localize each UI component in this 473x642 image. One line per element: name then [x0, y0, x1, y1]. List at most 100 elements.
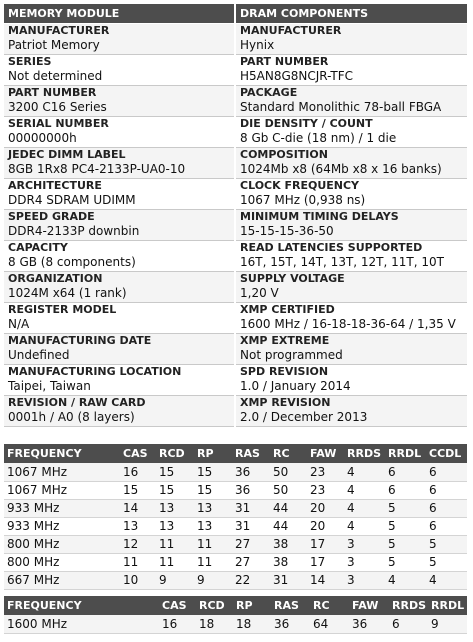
column-header: RC — [310, 596, 349, 615]
column-header: RC — [270, 444, 307, 463]
table-row: 933 MHz 14 13 13 31 44 20 4 5 6 — [4, 499, 467, 518]
table-cell: 13 — [156, 517, 194, 536]
table-cell: 4 — [426, 571, 467, 590]
spec-value: 15-15-15-36-50 — [240, 224, 334, 238]
spec-field: PACKAGE Standard Monolithic 78-ball FBGA — [236, 86, 467, 117]
column-header: RRDS — [344, 444, 385, 463]
table-cell: 4 — [344, 463, 385, 482]
table-cell: 36 — [349, 615, 389, 634]
table-cell: 6 — [426, 517, 467, 536]
table-cell: 4 — [344, 517, 385, 536]
table-cell: 44 — [270, 499, 307, 518]
table-cell: 22 — [232, 571, 270, 590]
column-header: FAW — [349, 596, 389, 615]
table-cell: 31 — [232, 499, 270, 518]
table-cell: 800 MHz — [4, 535, 120, 554]
table-cell: 933 MHz — [4, 499, 120, 518]
spec-field: SERIAL NUMBER 00000000h — [4, 117, 234, 148]
table-cell: 27 — [232, 535, 270, 554]
spec-label: SUPPLY VOLTAGE — [240, 272, 345, 285]
table-cell: 16 — [159, 615, 196, 634]
table-row: 1067 MHz 16 15 15 36 50 23 4 6 6 — [4, 463, 467, 482]
table-cell: 31 — [232, 517, 270, 536]
column-header: RRDL — [428, 596, 467, 615]
spec-label: XMP EXTREME — [240, 334, 330, 347]
table-cell: 6 — [385, 463, 426, 482]
table-cell: 15 — [120, 481, 156, 500]
spec-label: MINIMUM TIMING DELAYS — [240, 210, 399, 223]
spec-value: 8GB 1Rx8 PC4-2133P-UA0-10 — [8, 162, 186, 176]
table-cell: 5 — [426, 553, 467, 572]
spec-value: Undefined — [8, 348, 70, 362]
spec-field: CAPACITY 8 GB (8 components) — [4, 241, 234, 272]
table-cell: 13 — [194, 499, 232, 518]
xmp-timings-table: FREQUENCY CAS RCD RP RAS RC FAW RRDS RRDL 1600 M… — [4, 596, 467, 634]
column-header: FAW — [307, 444, 344, 463]
spec-field: ORGANIZATION 1024M x64 (1 rank) — [4, 272, 234, 303]
spec-field: JEDEC DIMM LABEL 8GB 1Rx8 PC4-2133P-UA0-1… — [4, 148, 234, 179]
spec-value: 1067 MHz (0,938 ns) — [240, 193, 366, 207]
table-row: 933 MHz 13 13 13 31 44 20 4 5 6 — [4, 517, 467, 536]
spec-label: CLOCK FREQUENCY — [240, 179, 360, 192]
table-row: 1600 MHz 16 18 18 36 64 36 6 9 — [4, 615, 467, 634]
table-cell: 13 — [120, 517, 156, 536]
table-cell: 13 — [156, 499, 194, 518]
spec-field: PART NUMBER 3200 C16 Series — [4, 86, 234, 117]
table-cell: 11 — [156, 553, 194, 572]
table-cell: 6 — [426, 481, 467, 500]
spec-value: Not determined — [8, 69, 103, 83]
table-header-row: FREQUENCY CAS RCD RP RAS RC FAW RRDS RRDL CCDL — [4, 444, 467, 463]
spec-value: Hynix — [240, 38, 275, 52]
spec-field: SPEED GRADE DDR4-2133P downbin — [4, 210, 234, 241]
spec-label: XMP CERTIFIED — [240, 303, 335, 316]
spec-field: PART NUMBER H5AN8G8NCJR-TFC — [236, 55, 467, 86]
table-cell: 18 — [196, 615, 233, 634]
spec-field: COMPOSITION 1024Mb x8 (64Mb x8 x 16 banks… — [236, 148, 467, 179]
table-cell: 5 — [426, 535, 467, 554]
table-cell: 667 MHz — [4, 571, 120, 590]
spec-label: REGISTER MODEL — [8, 303, 117, 316]
table-cell: 12 — [120, 535, 156, 554]
spec-field: ARCHITECTURE DDR4 SDRAM UDIMM — [4, 179, 234, 210]
column-header: RRDL — [385, 444, 426, 463]
table-row: 667 MHz 10 9 9 22 31 14 3 4 4 — [4, 571, 467, 590]
table-cell: 44 — [270, 517, 307, 536]
table-cell: 15 — [194, 463, 232, 482]
spec-label: MANUFACTURING DATE — [8, 334, 152, 347]
table-cell: 14 — [307, 571, 344, 590]
spec-field: CLOCK FREQUENCY 1067 MHz (0,938 ns) — [236, 179, 467, 210]
column-header: RP — [233, 596, 271, 615]
table-cell: 23 — [307, 463, 344, 482]
column-header: CCDL — [426, 444, 467, 463]
column-header: RCD — [156, 444, 194, 463]
table-cell: 800 MHz — [4, 553, 120, 572]
table-cell: 6 — [389, 615, 428, 634]
table-cell: 9 — [194, 571, 232, 590]
table-cell: 14 — [120, 499, 156, 518]
table-cell: 9 — [428, 615, 467, 634]
table-cell: 20 — [307, 517, 344, 536]
table-cell: 11 — [194, 553, 232, 572]
jedec-timings-table: FREQUENCY CAS RCD RP RAS RC FAW RRDS RRDL CCDL 10… — [4, 444, 467, 590]
spec-value: 1024M x64 (1 rank) — [8, 286, 127, 300]
table-cell: 18 — [233, 615, 271, 634]
table-cell: 17 — [307, 535, 344, 554]
spec-label: XMP REVISION — [240, 396, 331, 409]
spec-field: REVISION / RAW CARD 0001h / A0 (8 layers) — [4, 396, 234, 427]
spec-label: REVISION / RAW CARD — [8, 396, 146, 409]
spec-label: JEDEC DIMM LABEL — [8, 148, 126, 161]
spec-value: DDR4-2133P downbin — [8, 224, 140, 238]
table-cell: 9 — [156, 571, 194, 590]
spec-label: MANUFACTURER — [240, 24, 342, 37]
spec-value: 3200 C16 Series — [8, 100, 107, 114]
spec-field: MINIMUM TIMING DELAYS 15-15-15-36-50 — [236, 210, 467, 241]
table-cell: 27 — [232, 553, 270, 572]
spec-value: 8 Gb C-die (18 nm) / 1 die — [240, 131, 397, 145]
spec-field: READ LATENCIES SUPPORTED 16T, 15T, 14T, 1… — [236, 241, 467, 272]
spec-label: CAPACITY — [8, 241, 68, 254]
table-cell: 1600 MHz — [4, 615, 159, 634]
table-cell: 6 — [385, 481, 426, 500]
spec-label: SPEED GRADE — [8, 210, 95, 223]
table-cell: 1067 MHz — [4, 481, 120, 500]
spec-field: XMP CERTIFIED 1600 MHz / 16-18-18-36-64 /… — [236, 303, 467, 334]
